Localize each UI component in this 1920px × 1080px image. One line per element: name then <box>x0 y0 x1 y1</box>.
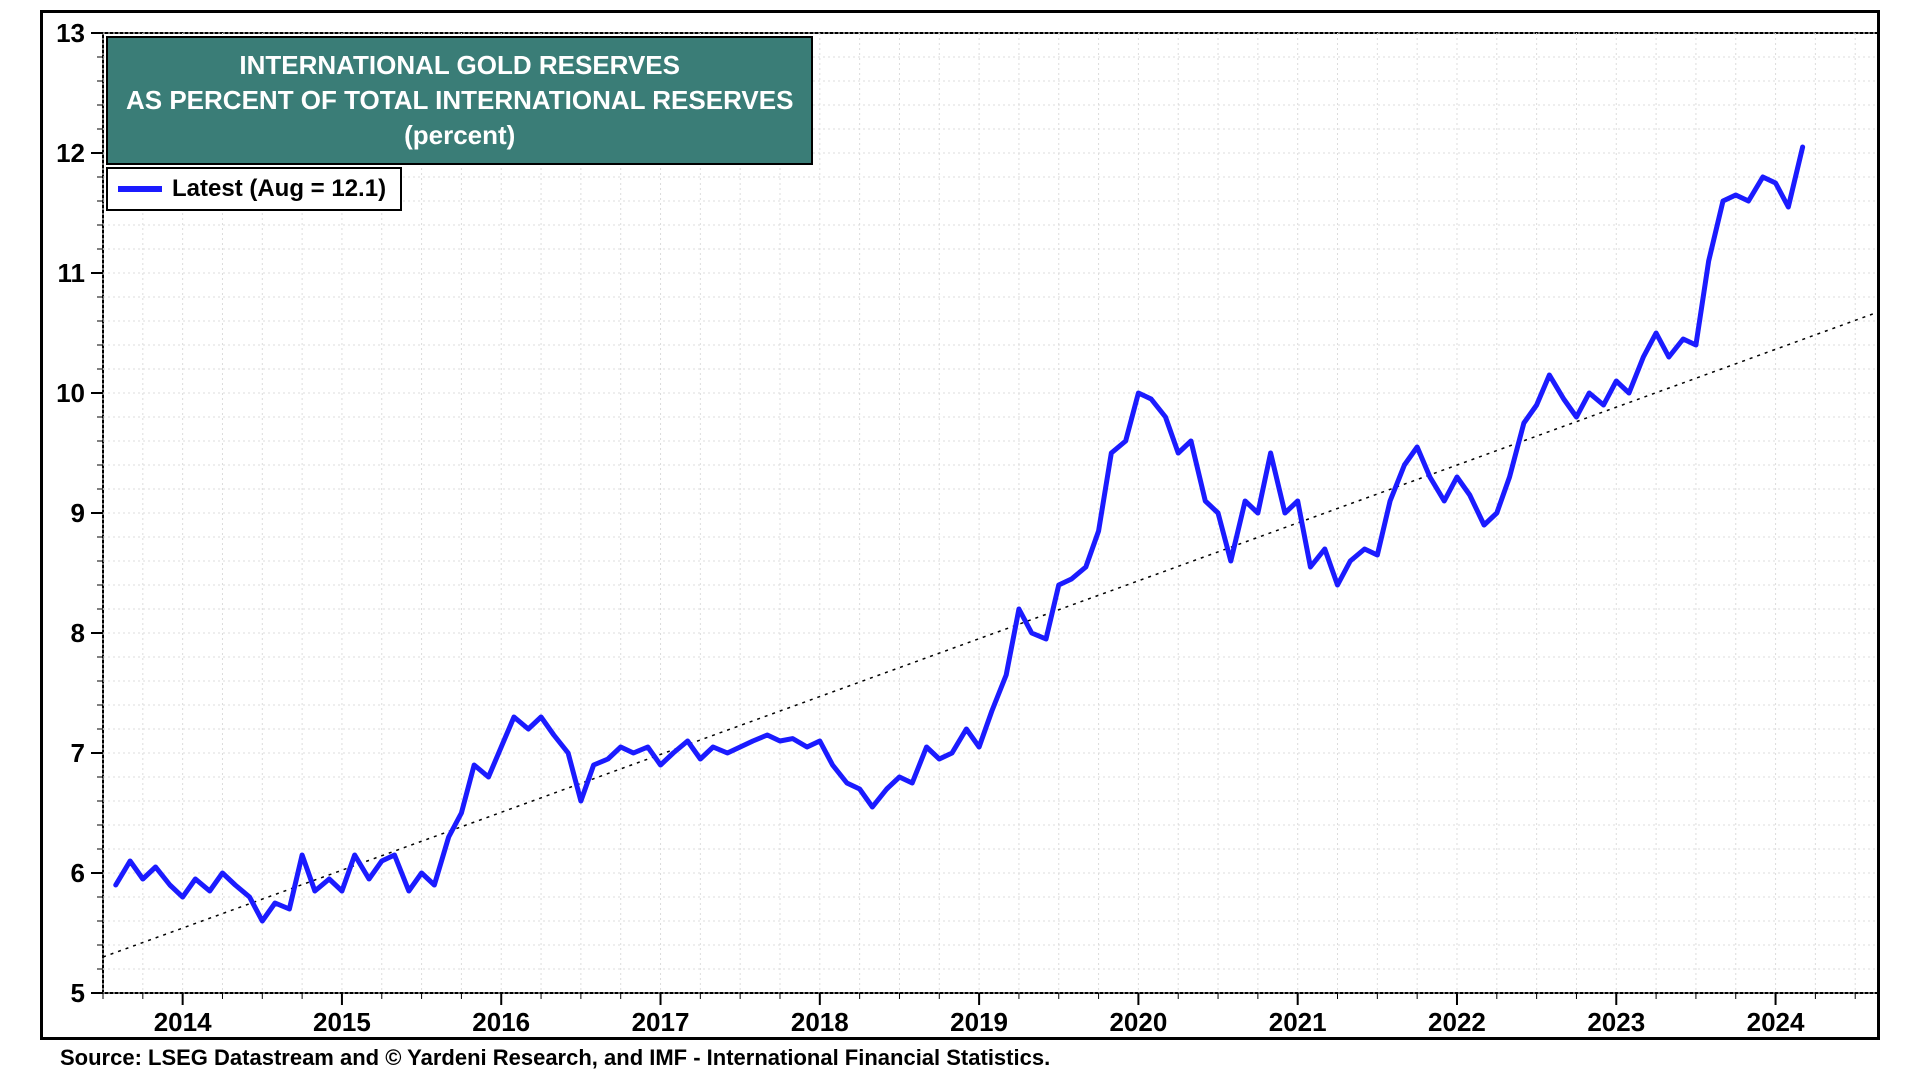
legend-swatch <box>118 186 162 192</box>
legend-label: Latest (Aug = 12.1) <box>172 175 386 203</box>
svg-text:9: 9 <box>71 498 85 528</box>
svg-text:2024: 2024 <box>1747 1007 1805 1037</box>
svg-text:7: 7 <box>71 738 85 768</box>
svg-text:2016: 2016 <box>472 1007 530 1037</box>
svg-text:13: 13 <box>56 18 85 48</box>
svg-text:5: 5 <box>71 978 85 1008</box>
chart-legend: Latest (Aug = 12.1) <box>106 167 402 211</box>
svg-text:2022: 2022 <box>1428 1007 1486 1037</box>
svg-text:2014: 2014 <box>154 1007 212 1037</box>
svg-text:6: 6 <box>71 858 85 888</box>
svg-text:2020: 2020 <box>1109 1007 1167 1037</box>
svg-text:2017: 2017 <box>632 1007 690 1037</box>
svg-text:2021: 2021 <box>1269 1007 1327 1037</box>
svg-text:2018: 2018 <box>791 1007 849 1037</box>
svg-text:2015: 2015 <box>313 1007 371 1037</box>
svg-text:2023: 2023 <box>1587 1007 1645 1037</box>
svg-text:11: 11 <box>58 258 86 288</box>
svg-text:2019: 2019 <box>950 1007 1008 1037</box>
source-text: Source: LSEG Datastream and © Yardeni Re… <box>60 1045 1050 1071</box>
svg-text:10: 10 <box>56 378 85 408</box>
svg-text:8: 8 <box>71 618 85 648</box>
svg-text:12: 12 <box>56 138 85 168</box>
chart-title: INTERNATIONAL GOLD RESERVESAS PERCENT OF… <box>106 36 813 165</box>
